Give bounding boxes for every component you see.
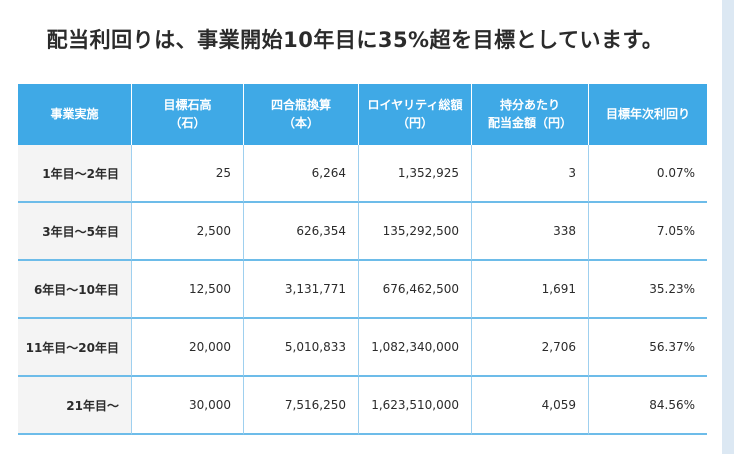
dividend-cell: 4,059 — [472, 377, 589, 435]
yield-cell: 35.23% — [589, 261, 707, 319]
royalty-cell: 1,623,510,000 — [359, 377, 472, 435]
bottles-cell: 7,516,250 — [244, 377, 359, 435]
koku-cell: 12,500 — [132, 261, 244, 319]
yield-cell: 7.05% — [589, 203, 707, 261]
bottles-cell: 3,131,771 — [244, 261, 359, 319]
koku-cell: 2,500 — [132, 203, 244, 261]
period-cell: 3年目〜5年目 — [18, 203, 132, 261]
table-row: 21年目〜 30,000 7,516,250 1,623,510,000 4,0… — [18, 377, 707, 435]
dividend-cell: 1,691 — [472, 261, 589, 319]
royalty-cell: 1,352,925 — [359, 145, 472, 203]
header-dividend-per-share: 持分あたり 配当金額（円） — [472, 84, 589, 145]
dividend-yield-table: 事業実施 目標石高 （石） 四合瓶換算 （本） ロイヤリティ総額 （円） 持分あ… — [18, 84, 707, 435]
bottles-cell: 626,354 — [244, 203, 359, 261]
table-row: 11年目〜20年目 20,000 5,010,833 1,082,340,000… — [18, 319, 707, 377]
bottles-cell: 6,264 — [244, 145, 359, 203]
koku-cell: 30,000 — [132, 377, 244, 435]
period-cell: 11年目〜20年目 — [18, 319, 132, 377]
royalty-cell: 135,292,500 — [359, 203, 472, 261]
page-title: 配当利回りは、事業開始10年目に35%超を目標としています。 — [46, 28, 664, 52]
right-edge-strip — [722, 0, 734, 454]
period-cell: 6年目〜10年目 — [18, 261, 132, 319]
header-target-annual-yield: 目標年次利回り — [589, 84, 707, 145]
koku-cell: 25 — [132, 145, 244, 203]
table-row: 6年目〜10年目 12,500 3,131,771 676,462,500 1,… — [18, 261, 707, 319]
yield-cell: 56.37% — [589, 319, 707, 377]
royalty-cell: 1,082,340,000 — [359, 319, 472, 377]
header-business-period: 事業実施 — [18, 84, 132, 145]
table-row: 3年目〜5年目 2,500 626,354 135,292,500 338 7.… — [18, 203, 707, 261]
period-cell: 1年目〜2年目 — [18, 145, 132, 203]
header-bottle-equivalent: 四合瓶換算 （本） — [244, 84, 359, 145]
period-cell: 21年目〜 — [18, 377, 132, 435]
dividend-cell: 2,706 — [472, 319, 589, 377]
dividend-cell: 3 — [472, 145, 589, 203]
table-header-row: 事業実施 目標石高 （石） 四合瓶換算 （本） ロイヤリティ総額 （円） 持分あ… — [18, 84, 707, 145]
koku-cell: 20,000 — [132, 319, 244, 377]
header-target-koku: 目標石高 （石） — [132, 84, 244, 145]
dividend-cell: 338 — [472, 203, 589, 261]
bottles-cell: 5,010,833 — [244, 319, 359, 377]
royalty-cell: 676,462,500 — [359, 261, 472, 319]
header-royalty-total: ロイヤリティ総額 （円） — [359, 84, 472, 145]
yield-cell: 84.56% — [589, 377, 707, 435]
yield-cell: 0.07% — [589, 145, 707, 203]
table-row: 1年目〜2年目 25 6,264 1,352,925 3 0.07% — [18, 145, 707, 203]
